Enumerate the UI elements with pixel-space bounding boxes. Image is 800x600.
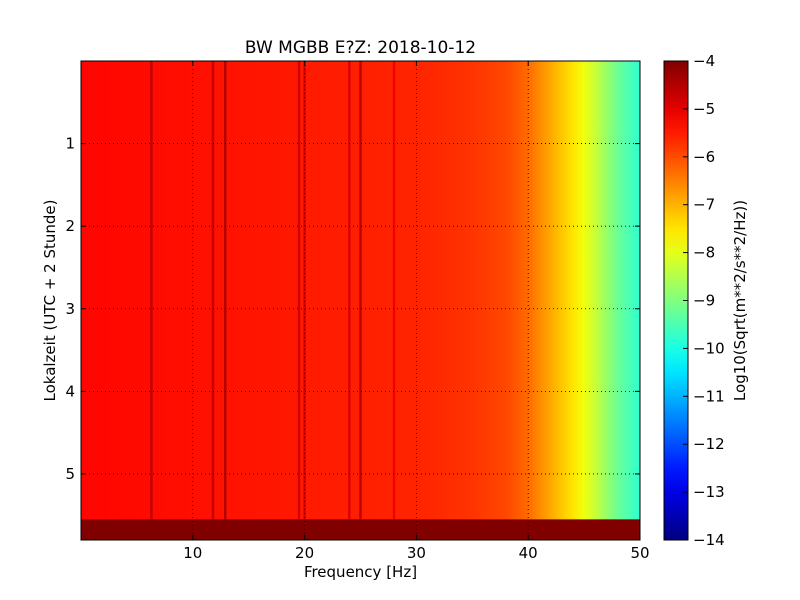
colorbar-tick-label: −7 xyxy=(693,196,715,214)
y-tick-label: 4 xyxy=(65,382,75,400)
x-tick-label: 50 xyxy=(630,544,649,562)
y-tick-label: 2 xyxy=(65,217,75,235)
x-axis-label: Frequency [Hz] xyxy=(304,563,417,581)
colorbar-tick-label: −13 xyxy=(693,483,725,501)
spectral-line xyxy=(150,61,153,540)
spectral-line xyxy=(211,61,215,540)
colorbar-tick-label: −11 xyxy=(693,387,725,405)
colorbar-tick-label: −6 xyxy=(693,148,715,166)
y-tick-label: 1 xyxy=(65,135,75,153)
spectral-line xyxy=(359,61,362,540)
x-tick-label: 40 xyxy=(519,544,538,562)
colorbar-label: Log10(Sqrt(m**2/s**2/Hz)) xyxy=(731,200,749,401)
y-tick-label: 5 xyxy=(65,465,75,483)
colorbar-tick-label: −12 xyxy=(693,435,725,453)
y-axis-label: Lokalzeit (UTC + 2 Stunde) xyxy=(41,200,59,402)
spectral-line xyxy=(297,61,301,540)
colorbar-ticks: −4 −5 −6 −7 −8 −9 −10 −11 −12 −13 −14 xyxy=(683,52,725,549)
x-tick-label: 10 xyxy=(183,544,202,562)
x-tick-label: 20 xyxy=(295,544,314,562)
colorbar-tick-label: −14 xyxy=(693,531,725,549)
plot-frame xyxy=(80,60,641,541)
spectral-line xyxy=(224,61,227,540)
colorbar-tick-label: −5 xyxy=(693,100,715,118)
chart-title: BW MGBB E?Z: 2018-10-12 xyxy=(245,38,476,58)
colorbar-tick-label: −9 xyxy=(693,292,715,310)
colorbar-tick-label: −4 xyxy=(693,52,715,70)
y-tick-label: 3 xyxy=(65,300,75,318)
spectral-line xyxy=(348,61,351,540)
spectral-line xyxy=(303,61,306,540)
colorbar-tick-label: −10 xyxy=(693,339,725,357)
spectral-line xyxy=(392,61,396,540)
x-tick-label: 30 xyxy=(407,544,426,562)
y-axis-ticks: 1 2 3 4 5 xyxy=(65,135,640,483)
colorbar-tick-label: −8 xyxy=(693,244,715,262)
spectrogram-plot-area xyxy=(81,61,640,540)
no-data-band xyxy=(81,519,640,540)
x-axis-ticks: 10 20 30 40 50 xyxy=(183,61,650,562)
